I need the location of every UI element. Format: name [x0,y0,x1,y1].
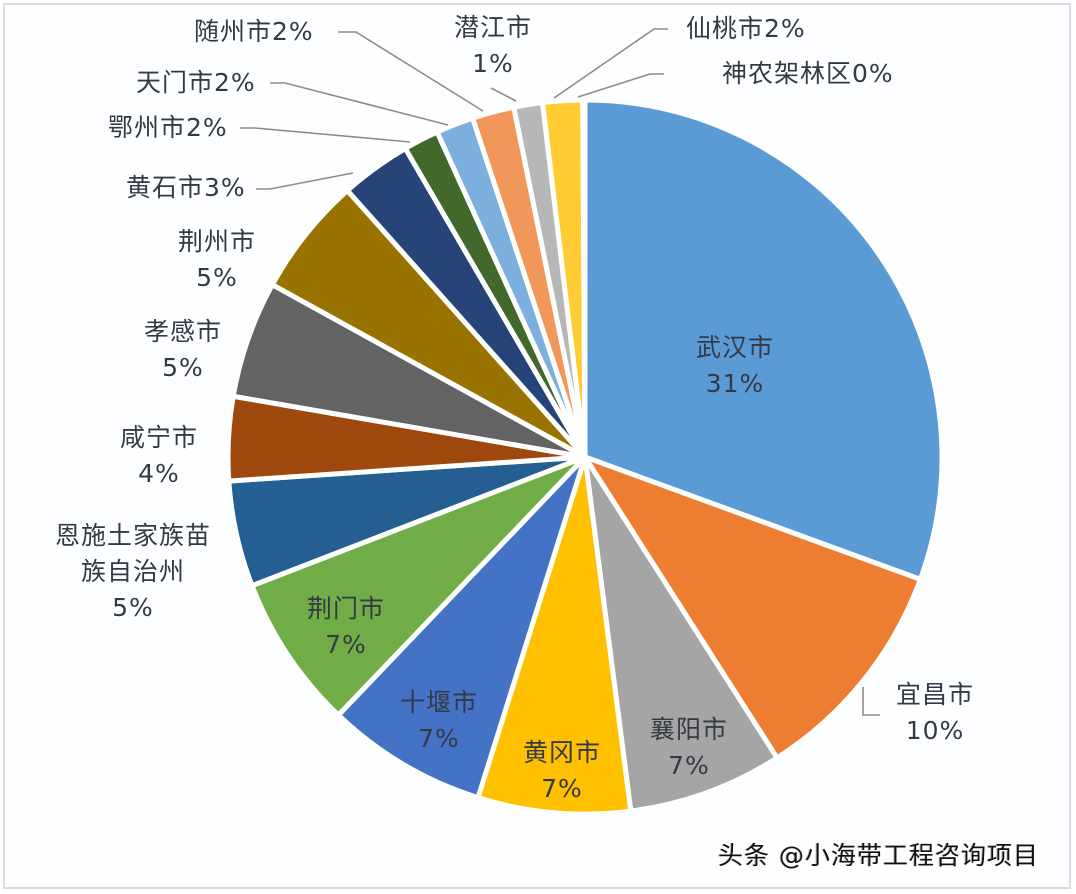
label-percent: 7% [325,630,367,659]
label-shennongjia: 神农架林区0% [722,59,894,88]
label-huangshi: 黄石市3% [126,173,246,202]
label-name: 襄阳市 [649,715,728,744]
label-yichang: 宜昌市 10% [880,677,990,749]
label-percent: 5% [162,353,204,382]
label-percent: 5% [112,593,154,622]
pie-slice [249,454,588,718]
leader-line-qianjiang [490,87,517,102]
label-percent: 31% [705,369,765,398]
label-tianmen: 天门市2% [136,68,256,97]
label-percent: 7% [418,724,460,753]
label-name: 荆州市 [177,227,256,256]
label-xiaogan: 孝感市 5% [128,314,238,386]
pie-slice [335,454,588,801]
label-name: 孝感市 [143,317,222,346]
label-name-line1: 恩施土家族苗 [54,521,211,550]
label-percent: 4% [138,459,180,488]
label-percent: 7% [541,774,583,803]
label-wuhan: 武汉市 31% [680,330,790,402]
label-name: 潜江市 [453,13,532,42]
label-name: 咸宁市 [119,423,198,452]
leader-lines [240,28,880,716]
label-jingmen: 荆门市 7% [291,591,401,663]
leader-line-yichang [862,687,880,716]
label-enshi: 恩施土家族苗 族自治州 5% [38,518,228,626]
label-xiantao: 仙桃市2% [686,14,806,43]
leader-line-shennongjia [577,73,664,98]
leader-line-suizhou [338,31,484,112]
label-shiyan: 十堰市 7% [384,685,494,757]
leader-line-ezhou [240,127,411,143]
label-xiangyang: 襄阳市 7% [634,712,744,784]
label-percent: 1% [472,49,514,78]
label-name-line2: 族自治州 [80,557,185,586]
label-jingzhou: 荆州市 5% [162,224,272,296]
pie-slice [475,454,634,817]
watermark: 头条 @小海带工程咨询项目 [718,841,1039,870]
label-name: 武汉市 [695,333,774,362]
leader-line-xiantao [553,28,668,99]
pie-slice [582,454,923,761]
label-qianjiang: 潜江市 1% [438,10,548,82]
label-name: 宜昌市 [895,680,974,709]
label-percent: 5% [196,263,238,292]
pie-slice [580,97,588,460]
pie-slices [225,97,945,817]
label-name: 十堰市 [399,688,478,717]
leader-line-tianmen [270,82,449,126]
label-percent: 7% [668,751,710,780]
pie-slice [582,454,780,814]
pie-slice [582,97,945,582]
leader-line-huangshi [256,172,354,190]
label-percent: 10% [905,716,965,745]
label-name: 荆门市 [306,594,385,623]
label-ezhou: 鄂州市2% [108,113,228,142]
label-xianning: 咸宁市 4% [104,420,214,492]
label-suizhou: 随州市2% [194,17,314,46]
label-huanggang: 黄冈市 7% [507,735,617,807]
label-name: 黄冈市 [522,738,601,767]
